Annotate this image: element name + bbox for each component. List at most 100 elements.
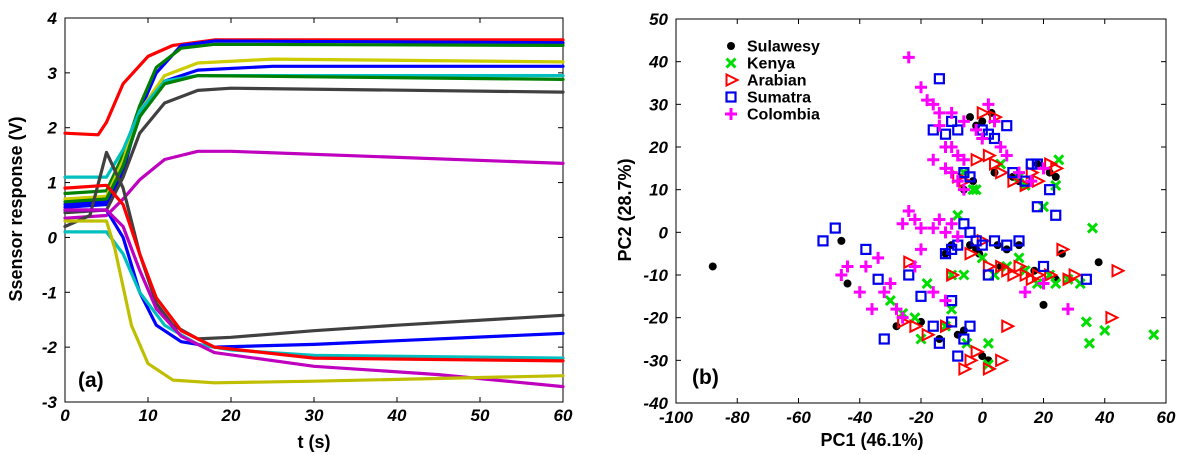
chart-a-xtick-label: 30	[305, 406, 324, 425]
chart-b-point-sulawesy	[843, 279, 852, 288]
chart-b-point-kenya	[1083, 337, 1096, 349]
chart-b-point-colombia	[866, 303, 878, 316]
chart-b-legend-marker-colombia	[725, 108, 737, 120]
chart-b-point-kenya	[915, 333, 927, 345]
chart-b-point-sumatra	[952, 350, 964, 362]
chart-b-point-colombia	[933, 213, 946, 226]
chart-b-point-arabian	[909, 319, 924, 334]
chart-b-point-colombia	[951, 175, 964, 188]
chart-b-point-colombia	[927, 153, 940, 166]
chart-b-point-arabian	[976, 105, 991, 120]
chart-a-series-line	[63, 219, 565, 385]
chart-a-ytick-label: -3	[42, 393, 58, 412]
chart-b-ytick-label: -20	[643, 309, 668, 328]
chart-b-point-kenya	[1086, 222, 1099, 234]
chart-b-ylabel: PC2 (28.7%)	[615, 158, 635, 261]
chart-b-point-colombia	[1013, 166, 1025, 179]
chart-b-point-sulawesy	[978, 117, 987, 126]
chart-b-point-kenya	[970, 184, 982, 196]
chart-b-point-sumatra	[988, 132, 1001, 145]
chart-b-point-kenya	[958, 269, 970, 281]
chart-a-ytick-label: 2	[47, 119, 58, 138]
chart-b-point-colombia	[915, 243, 927, 256]
chart-b-point-colombia	[853, 286, 866, 299]
chart-a-ytick-label: -1	[42, 283, 57, 302]
chart-b-point-arabian	[1044, 267, 1059, 283]
chart-b-point-kenya	[1062, 273, 1074, 285]
chart-b-point-colombia	[1062, 303, 1074, 316]
chart-b-point-sulawesy	[1094, 258, 1103, 267]
chart-a-xtick-label: 10	[139, 406, 158, 425]
chart-b-point-colombia	[908, 213, 921, 226]
chart-b-point-colombia	[951, 149, 964, 162]
chart-b-point-colombia	[835, 269, 848, 281]
chart-b-point-colombia	[927, 286, 940, 299]
chart-a-series-line	[63, 42, 565, 196]
chart-b: -100 -80 -60 -40 -20 0 20 40 60-40-30-20-1001020…	[643, 10, 1176, 427]
chart-b-xtick-label: -100	[659, 408, 694, 427]
chart-b-xtick-label: -20	[909, 408, 934, 427]
chart-a-xlabel: t (s)	[298, 432, 331, 452]
chart-b-legend-marker-sulawesy	[727, 42, 735, 50]
chart-b-point-colombia	[970, 123, 983, 136]
chart-b-point-colombia	[1000, 149, 1013, 162]
chart-b-point-arabian	[946, 267, 961, 283]
chart-b-point-arabian	[995, 353, 1010, 368]
chart-b-point-colombia	[915, 81, 927, 94]
chart-b-point-arabian	[1031, 267, 1047, 283]
chart-b-point-sumatra	[988, 235, 1001, 247]
chart-b-point-colombia	[890, 303, 903, 316]
chart-b-point-sumatra	[952, 124, 964, 136]
chart-a: 0 10 20 30 40 50 60 -3 -2 -1 0 1 2 3 4	[42, 9, 573, 425]
chart-b-point-colombia	[884, 277, 897, 290]
chart-b-xtick-label: -60	[786, 408, 811, 427]
chart-b-point-kenya	[1050, 179, 1062, 191]
chart-b-point-sulawesy	[708, 262, 717, 271]
chart-b-ytick-label: 10	[649, 181, 668, 200]
chart-b-point-arabian	[1105, 310, 1120, 325]
chart-b-ytick-label: -40	[643, 394, 668, 413]
chart-b-point-sumatra	[878, 333, 890, 345]
chart-b-point-colombia	[896, 311, 909, 324]
chart-a-series-line	[63, 208, 565, 349]
chart-b-ytick-label: -30	[643, 351, 668, 370]
chart-b-ytick-label: -10	[643, 266, 668, 285]
chart-b-point-arabian	[1111, 263, 1126, 278]
chart-b-ytick-label: 0	[659, 223, 669, 242]
chart-a-ytick-label: 0	[48, 228, 58, 247]
chart-b-point-colombia	[982, 98, 995, 111]
chart-b-point-colombia	[1037, 162, 1050, 175]
chart-b-point-sumatra	[1001, 120, 1013, 132]
chart-b-point-kenya	[1080, 316, 1092, 328]
chart-b-point-colombia	[945, 141, 958, 153]
chart-b-point-arabian	[903, 255, 918, 270]
chart-a-series-line	[63, 149, 565, 220]
chart-b-xtick-label: -40	[847, 408, 872, 427]
chart-a-series-line	[63, 183, 565, 363]
chart-b-point-colombia	[945, 217, 958, 230]
chart-a-xtick-label: 40	[387, 406, 407, 425]
chart-b-xlabel: PC1 (46.1%)	[820, 430, 923, 450]
chart-b-point-arabian	[1050, 161, 1065, 176]
chart-a-series-line	[63, 150, 565, 341]
chart-b-point-kenya	[1074, 277, 1086, 290]
chart-b-point-colombia	[957, 153, 970, 166]
chart-b-point-colombia	[951, 230, 964, 243]
chart-b-point-colombia	[1019, 286, 1032, 299]
chart-b-point-colombia	[927, 222, 940, 235]
chart-b-point-kenya	[939, 320, 952, 332]
chart-b-point-kenya	[884, 295, 896, 307]
chart-a-xtick-label: 0	[60, 406, 70, 425]
chart-b-point-colombia	[902, 205, 915, 217]
chart-b-point-colombia	[1037, 277, 1050, 290]
chart-b-point-colombia	[921, 94, 934, 107]
chart-a-xtick-label: 60	[554, 406, 573, 425]
chart-b-point-colombia	[933, 119, 946, 132]
chart-b-point-sumatra	[964, 320, 976, 332]
chart-b-point-sumatra	[964, 226, 976, 238]
chart-a-ytick-label: 3	[48, 64, 58, 83]
chart-b-point-colombia	[976, 132, 989, 145]
chart-a-series-line	[63, 208, 565, 389]
chart-b-legend-label-kenya: Kenya	[747, 56, 795, 73]
chart-a-xtick-label: 20	[221, 406, 241, 425]
